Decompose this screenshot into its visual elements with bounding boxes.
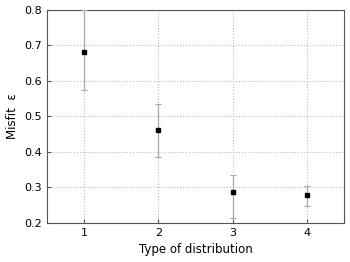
Y-axis label: Misfit  ε: Misfit ε — [6, 94, 19, 139]
X-axis label: Type of distribution: Type of distribution — [139, 243, 252, 256]
